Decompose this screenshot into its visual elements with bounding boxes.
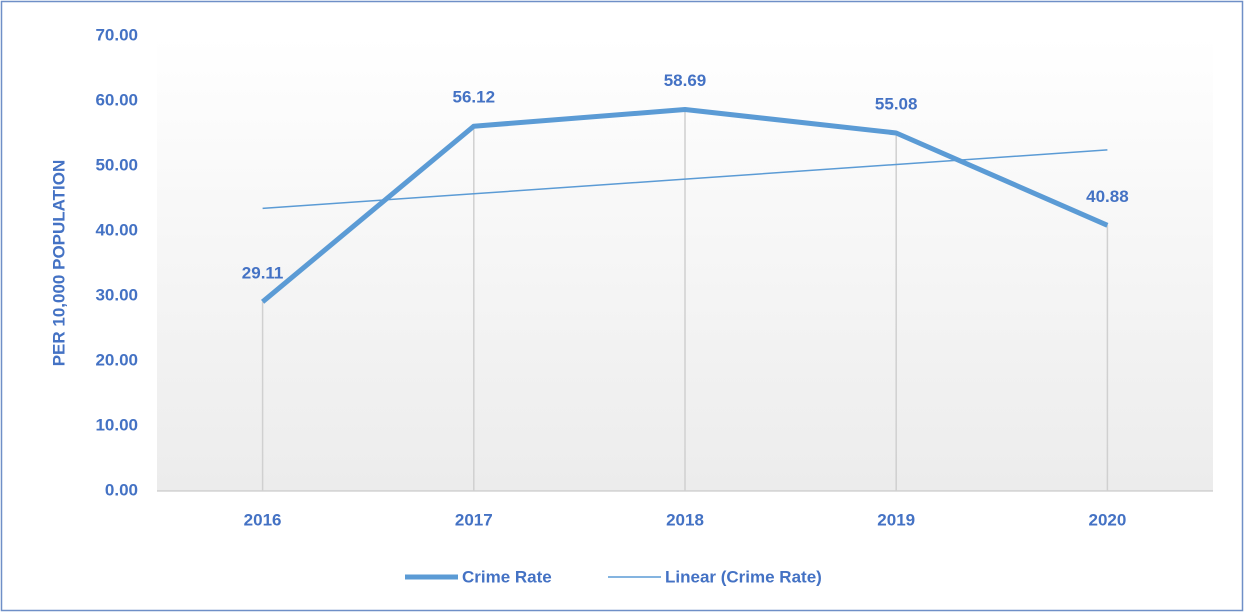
y-tick-label: 60.00 <box>95 90 138 109</box>
x-tick-label: 2019 <box>877 510 915 529</box>
legend-label: Crime Rate <box>462 567 552 586</box>
x-tick-label: 2016 <box>244 510 282 529</box>
data-label: 40.88 <box>1086 187 1129 206</box>
y-tick-label: 70.00 <box>95 25 138 44</box>
data-label: 56.12 <box>453 88 496 107</box>
y-tick-label: 0.00 <box>105 480 138 499</box>
y-tick-label: 20.00 <box>95 350 138 369</box>
y-axis-title: PER 10,000 POPULATION <box>49 160 68 367</box>
trend-line <box>262 149 1108 210</box>
legend-label: Linear (Crime Rate) <box>665 567 822 586</box>
data-label: 58.69 <box>664 71 707 90</box>
data-label: 29.11 <box>242 263 284 282</box>
data-line <box>261 107 1109 304</box>
y-tick-label: 10.00 <box>95 415 138 434</box>
x-tick-label: 2017 <box>455 510 493 529</box>
data-label: 55.08 <box>875 94 918 113</box>
y-tick-label: 30.00 <box>95 285 138 304</box>
y-tick-label: 50.00 <box>95 155 138 174</box>
x-tick-label: 2018 <box>666 510 704 529</box>
x-tick-label: 2020 <box>1088 510 1126 529</box>
y-tick-label: 40.00 <box>95 220 138 239</box>
